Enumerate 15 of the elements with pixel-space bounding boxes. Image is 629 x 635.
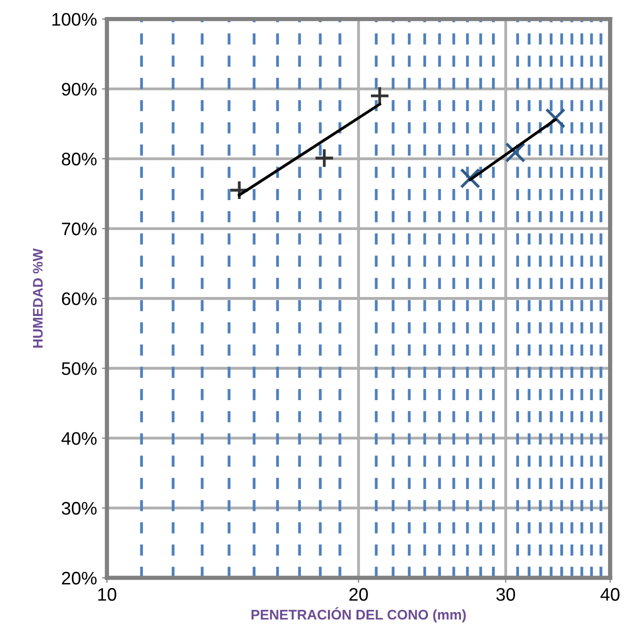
x-axis-title: PENETRACIÓN DEL CONO (mm) (252, 607, 466, 622)
y-tick-label: 80% (62, 152, 97, 166)
y-tick-label: 30% (62, 502, 97, 515)
y-axis-title: HUMEDAD %W (32, 248, 43, 348)
y-tick-label: 90% (62, 82, 97, 96)
x-tick-label: 10 (98, 588, 116, 601)
y-tick-label: 60% (62, 292, 97, 306)
x-tick-label: 30 (496, 588, 516, 601)
y-tick-label: 50% (62, 362, 97, 376)
x-tick-label: 20 (349, 588, 368, 601)
y-tick-label: 20% (62, 572, 97, 585)
y-tick-label: 70% (62, 222, 97, 236)
x-tick-label: 40 (600, 588, 620, 601)
y-tick-label: 40% (61, 432, 97, 445)
y-tick-label: 100% (52, 12, 97, 26)
